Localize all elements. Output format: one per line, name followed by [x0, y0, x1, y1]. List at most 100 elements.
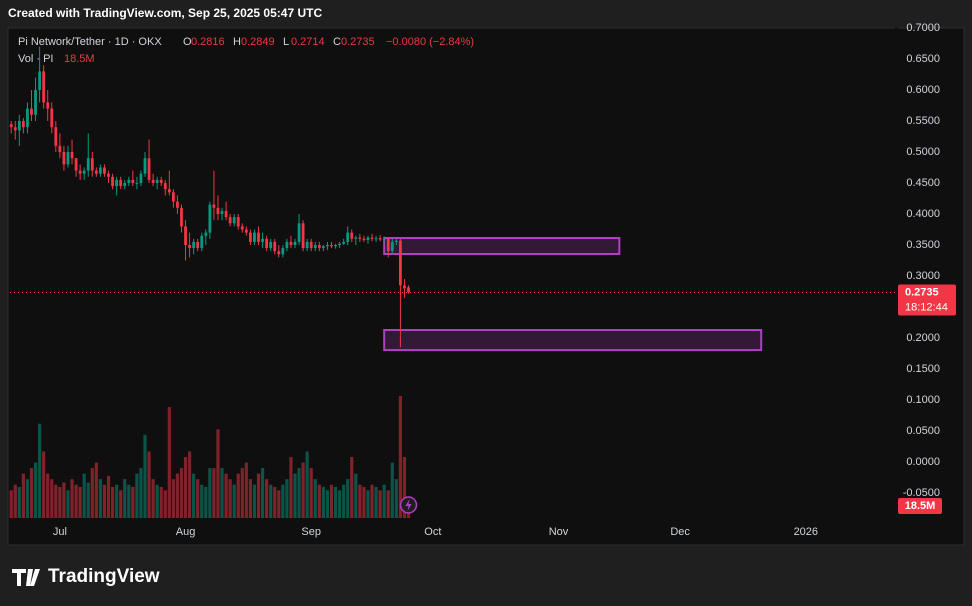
candle-body: [403, 285, 406, 289]
candle-body: [277, 251, 281, 255]
candle-body: [257, 232, 260, 242]
candle-body: [249, 232, 252, 242]
candle-body: [394, 240, 398, 242]
countdown: 18:12:44: [905, 301, 948, 313]
volume-bar: [110, 486, 115, 518]
candle-body: [342, 241, 346, 244]
volume-bar: [33, 462, 38, 518]
ohlc-key: L: [283, 36, 289, 48]
candle-body: [244, 229, 248, 233]
volume-bar: [402, 457, 407, 518]
volume-bar: [183, 457, 188, 518]
volume-bar: [13, 484, 17, 518]
candle-body: [70, 152, 74, 159]
volume-bar: [260, 468, 265, 518]
volume-bar: [350, 457, 354, 518]
candle-body: [407, 287, 410, 293]
volume-bar: [102, 484, 107, 518]
volume-tag: [898, 498, 942, 514]
candle-body: [38, 71, 41, 91]
volume-bar: [232, 484, 236, 518]
candle-body: [74, 158, 78, 171]
ohlc-value: 0.2849: [241, 36, 275, 48]
candle-body: [358, 237, 362, 239]
candle-body: [54, 127, 58, 146]
candle-body: [366, 237, 370, 241]
y-tick-label: 0.3000: [906, 270, 940, 282]
candle-body: [378, 238, 382, 240]
volume-bar: [273, 486, 277, 518]
volume-bar: [131, 486, 135, 518]
candle-body: [293, 241, 297, 246]
candle-body: [50, 108, 54, 128]
candle-body: [386, 238, 390, 252]
ohlc-key: H: [233, 36, 241, 48]
volume-bar: [192, 473, 196, 518]
candle-body: [30, 108, 33, 115]
chart-pane: [7, 27, 965, 546]
candle-body: [94, 170, 98, 174]
volume-bar: [66, 490, 70, 518]
volume-bar: [159, 486, 163, 518]
candle-body: [103, 167, 106, 174]
candle-body: [176, 201, 179, 208]
volume-bar: [297, 468, 301, 518]
volume-bar: [167, 407, 171, 518]
volume-bar: [285, 479, 289, 518]
candle-body: [309, 241, 313, 249]
candle-body: [313, 245, 317, 249]
volume-bar: [354, 473, 358, 518]
candle-body: [289, 241, 293, 246]
candle-body: [62, 152, 66, 165]
volume-bar: [240, 468, 244, 518]
volume-bar: [362, 486, 366, 518]
zone: [383, 329, 763, 352]
candle-body: [285, 241, 289, 249]
y-tick-label: 0.7000: [906, 22, 940, 34]
zone: [383, 237, 621, 255]
volume-bar: [337, 490, 342, 518]
volume-bar: [386, 490, 390, 518]
candle-body: [34, 90, 37, 115]
header: Created with TradingView.com, Sep 25, 20…: [8, 6, 322, 20]
logo-text: TradingView: [48, 566, 160, 587]
candle-body: [139, 173, 143, 184]
volume-bar: [200, 484, 204, 518]
candle-body: [127, 179, 131, 184]
volume-bar: [46, 473, 50, 518]
volume-bar: [220, 468, 224, 518]
volume-bar: [115, 484, 119, 518]
volume-bar: [123, 479, 127, 518]
candle-body: [204, 232, 208, 236]
volume-bar: [139, 468, 143, 518]
candle-body: [346, 232, 350, 242]
volume-bar: [106, 475, 111, 518]
candle-body: [374, 238, 378, 240]
volume-bar: [366, 490, 370, 518]
candle-body: [180, 207, 183, 227]
change: −0.0080 (−2.84%): [386, 36, 474, 48]
volume-bar: [78, 486, 82, 518]
x-tick-label: Sep: [301, 526, 321, 538]
y-tick-label: 0.4500: [906, 177, 940, 189]
volume-bar: [196, 479, 200, 518]
volume-bar: [301, 462, 305, 518]
ohlc-value: 0.2714: [291, 36, 325, 48]
y-tick-label: 0.0000: [906, 456, 940, 468]
candle-body: [167, 189, 171, 193]
volume-bar: [228, 479, 232, 518]
candle-body: [350, 232, 354, 239]
volume-name: Vol · PI: [18, 53, 53, 65]
volume-legend-value: 18.5M: [64, 53, 95, 65]
volume-bar: [342, 484, 346, 518]
x-tick-label: Dec: [670, 526, 690, 538]
event-icon-bolt: [405, 499, 412, 511]
volume-bar: [269, 484, 273, 518]
candle-body: [399, 240, 402, 286]
volume-bar: [398, 396, 403, 518]
x-tick-label: Nov: [549, 526, 569, 538]
candle-body: [273, 241, 277, 252]
y-tick-label: 0.6500: [906, 53, 940, 65]
volume-bar: [37, 423, 42, 518]
